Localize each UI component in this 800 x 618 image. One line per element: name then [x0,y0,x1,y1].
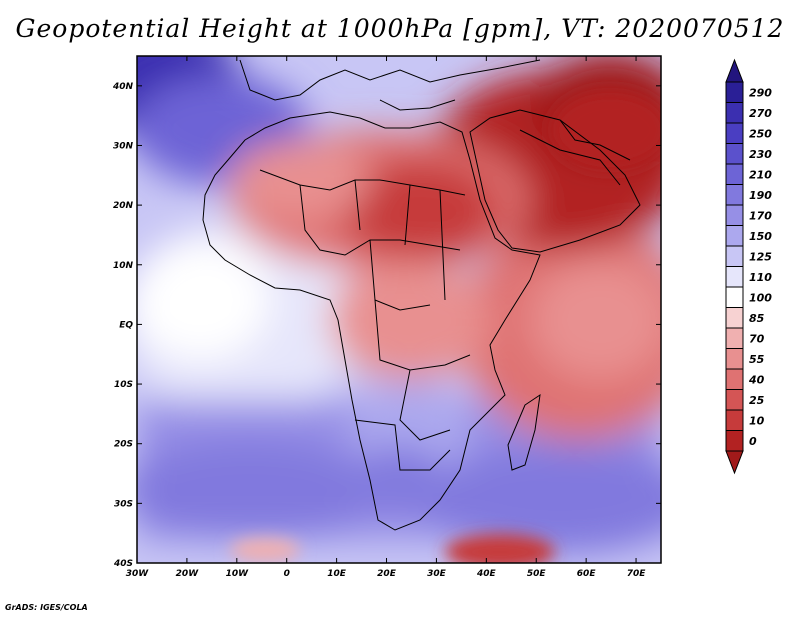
colorbar-label: 10 [749,414,765,427]
map-frame [136,55,662,564]
colorbar-label: 100 [749,291,772,304]
lat-tick-label: 10S [114,380,133,390]
colorbar-box [725,245,744,267]
colorbar-label: 55 [749,353,765,366]
colorbar-label: 230 [749,148,772,161]
colorbar-label: 85 [749,312,765,325]
colorbar-label: 210 [749,168,772,181]
colorbar-box [725,389,744,411]
colorbar-box [725,102,744,124]
colorbar-box [725,307,744,329]
colorbar-box [725,348,744,370]
colorbar-box [725,430,744,452]
lon-tick-label: 10W [226,569,250,579]
lon-tick-label: 20E [377,569,397,579]
colorbar-box [725,225,744,247]
colorbar-box [725,204,744,226]
colorbar-bottom-arrow [725,450,744,475]
colorbar-label: 25 [749,394,765,407]
colorbar-box [725,163,744,185]
grads-credit: GrADS: IGES/COLA [5,603,88,612]
lon-tick-label: 20W [176,569,200,579]
colorbar-box [725,409,744,431]
colorbar-box [725,327,744,349]
colorbar-label: 70 [749,332,765,345]
colorbar-top-arrow [725,58,744,83]
lon-tick-label: 60E [577,569,597,579]
colorbar-box [725,143,744,165]
colorbar-label: 150 [749,230,772,243]
colorbar-label: 0 [749,435,757,448]
lon-tick-label: 70E [627,569,647,579]
colorbar-label: 170 [749,209,772,222]
colorbar-box [725,81,744,103]
lon-tick-label: 50E [527,569,547,579]
colorbar-box [725,184,744,206]
lat-tick-label: 30N [113,141,134,151]
colorbar-label: 110 [749,271,772,284]
axis-ticks: 30W 20W 10W 0 10E 20E 30E 40E 50E 60E 70E 40N 30N 20N… [112,56,661,579]
lon-tick-label: 40E [476,569,497,579]
colorbar-label: 125 [749,250,772,263]
lat-tick-label: EQ [119,320,133,330]
colorbar-label: 270 [749,107,772,120]
lat-tick-label: 20N [113,201,134,211]
lon-tick-label: 30E [427,569,447,579]
height-field [137,56,661,563]
colorbar: 2902702502302101901701501251101008570554… [725,58,772,475]
lat-tick-label: 40N [112,82,134,92]
lon-tick-label: 0 [284,569,290,579]
colorbar-label: 250 [749,127,772,140]
colorbar-box [725,368,744,390]
lat-tick-label: 20S [114,440,133,450]
coastlines [202,59,641,531]
lat-tick-label: 10N [113,261,134,271]
lon-tick-label: 30W [126,569,150,579]
colorbar-label: 290 [749,86,772,99]
colorbar-label: 190 [749,189,772,202]
lat-tick-label: 40S [113,559,133,569]
lat-tick-label: 30S [114,499,133,509]
lon-tick-label: 10E [327,569,347,579]
colorbar-box [725,286,744,308]
colorbar-label: 40 [748,373,765,386]
colorbar-box [725,266,744,288]
colorbar-box [725,122,744,144]
chart-title: Geopotential Height at 1000hPa [gpm], VT… [15,14,785,43]
